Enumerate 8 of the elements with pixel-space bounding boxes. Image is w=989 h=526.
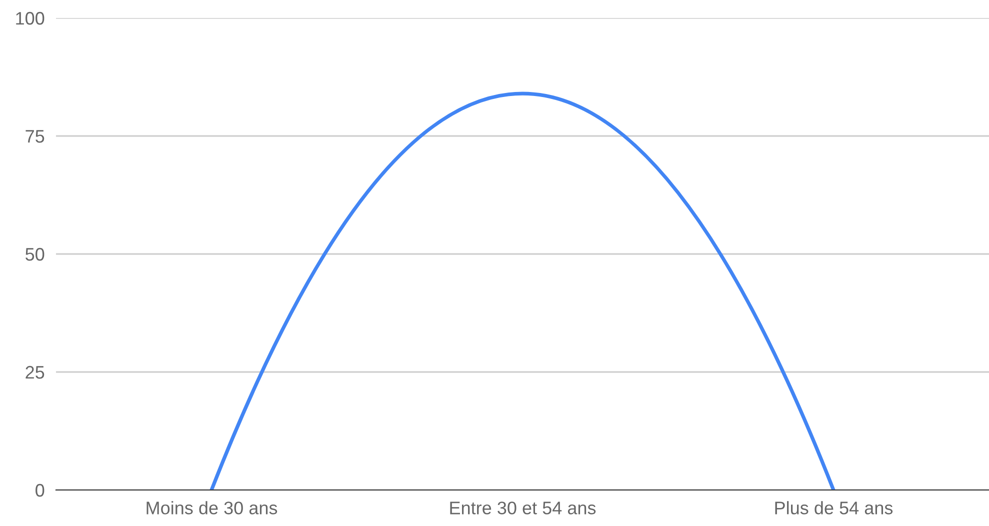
x-tick-label: Plus de 54 ans [775,501,893,514]
y-tick-label: 50 [26,248,44,261]
y-tick-label: 100 [16,12,44,25]
y-tick-label: 75 [26,130,44,143]
x-tick-label: Moins de 30 ans [146,501,278,514]
y-tick-label: 0 [36,484,44,497]
y-tick-label: 25 [26,366,44,379]
x-tick-label: Entre 30 et 54 ans [450,502,596,514]
